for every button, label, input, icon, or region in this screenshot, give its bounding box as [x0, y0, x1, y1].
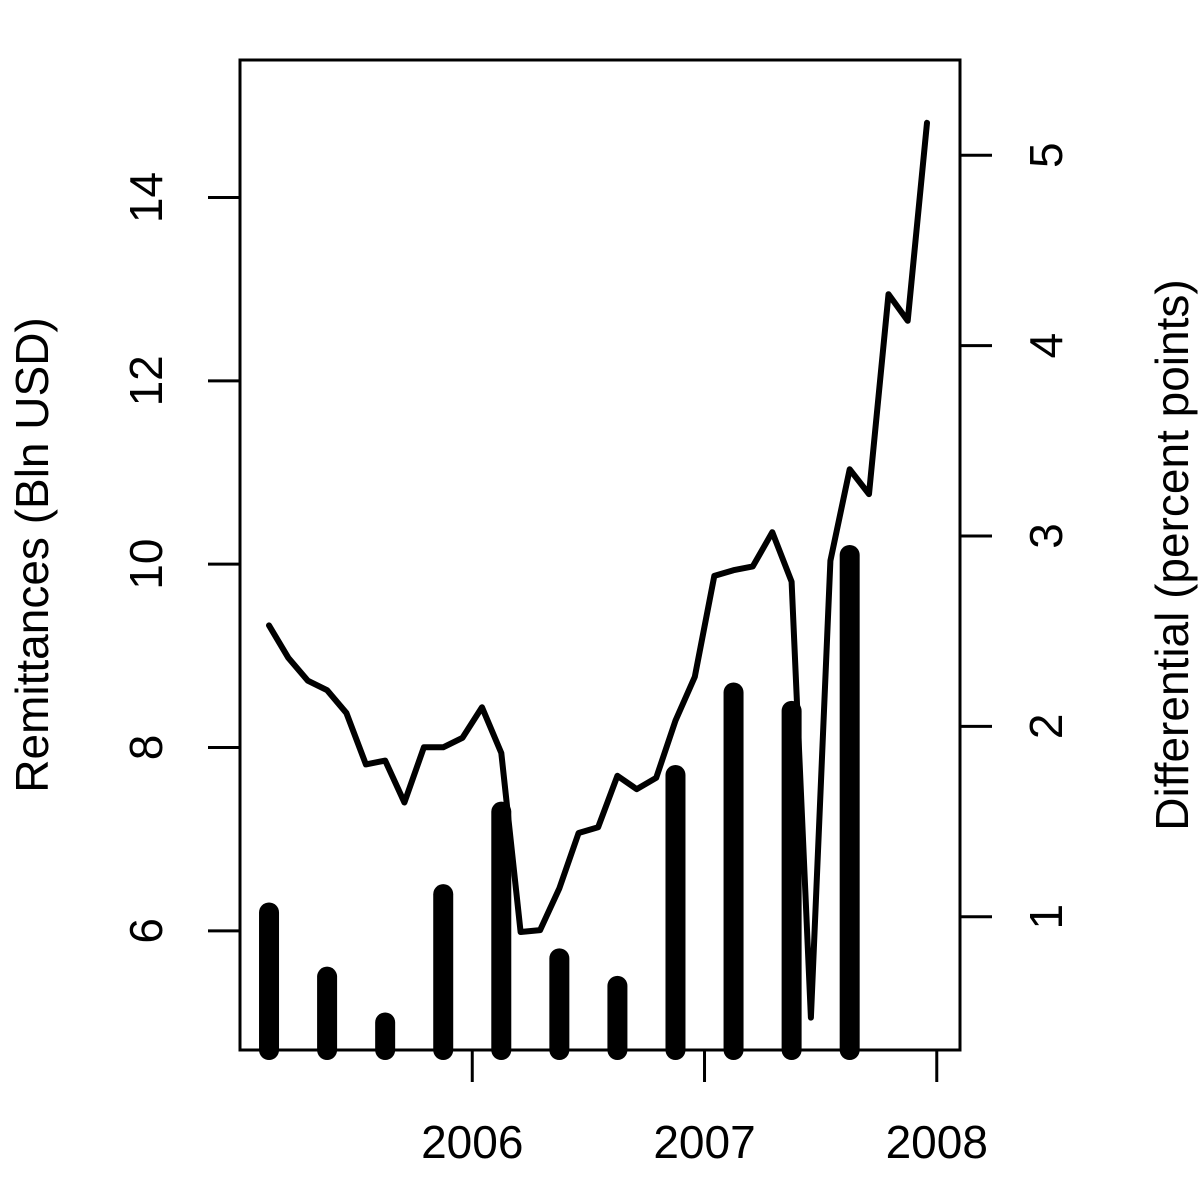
plot-frame [238, 58, 962, 1052]
y-tick-label-8: 8 [120, 735, 172, 761]
y-axis-right: 1 2 3 4 5 [960, 142, 1072, 930]
y-tick-label-10: 10 [120, 539, 172, 590]
bars-layer [259, 545, 860, 1060]
y-axis-left: 6 8 10 12 14 [120, 172, 240, 944]
y-axis-title-right: Differential (percent points) [1146, 279, 1198, 830]
y2-tick-label-3: 3 [1020, 523, 1072, 549]
y2-tick-label-1: 1 [1020, 904, 1072, 930]
line-layer [266, 119, 930, 1021]
x-axis: 2006 2007 2008 [421, 1050, 988, 1168]
y2-tick-label-4: 4 [1020, 333, 1072, 359]
y2-tick-label-2: 2 [1020, 714, 1072, 740]
x-tick-label-2007: 2007 [653, 1116, 755, 1168]
y-axis-title-left: Remittances (Bln USD) [6, 317, 58, 792]
y-tick-label-12: 12 [120, 355, 172, 406]
x-tick-label-2006: 2006 [421, 1116, 523, 1168]
differential-line [266, 119, 930, 1021]
y2-tick-label-5: 5 [1020, 142, 1072, 168]
y-tick-label-14: 14 [120, 172, 172, 223]
y-tick-label-6: 6 [120, 918, 172, 944]
x-tick-label-2008: 2008 [886, 1116, 988, 1168]
